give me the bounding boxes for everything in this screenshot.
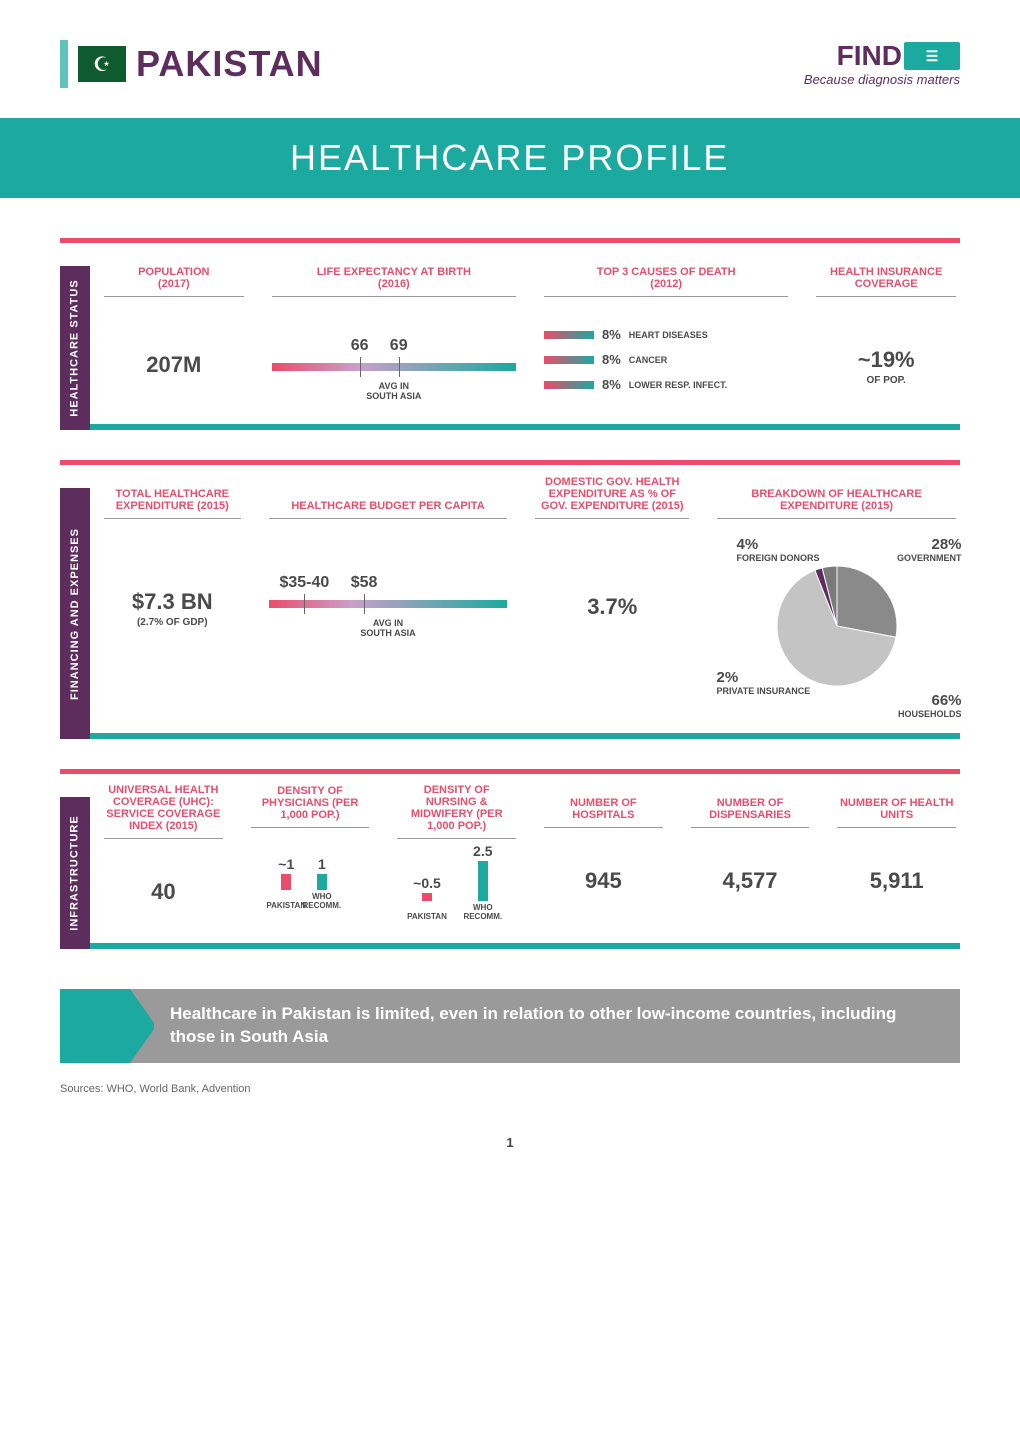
head-budget: HEALTHCARE BUDGET PER CAPITA xyxy=(269,475,508,519)
life-exp-chart: 66 69 AVG IN SOUTH ASIA xyxy=(272,337,516,397)
section-label-status: HEALTHCARE STATUS xyxy=(60,266,90,430)
life-exp-avg: 69 xyxy=(390,337,408,355)
budget-chart: $35-40 $58 AVG IN SOUTH ASIA xyxy=(269,574,508,634)
head-insurance: HEALTH INSURANCE COVERAGE xyxy=(816,253,956,297)
value-units: 5,911 xyxy=(837,868,956,894)
head-nursing: DENSITY OF NURSING & MIDWIFERY (PER 1,00… xyxy=(397,784,516,839)
head-life-exp: LIFE EXPECTANCY AT BIRTH(2016) xyxy=(272,253,516,297)
section-infra: INFRASTRUCTURE UNIVERSAL HEALTH COVERAGE… xyxy=(60,769,960,949)
head-hospitals: NUMBER OF HOSPITALS xyxy=(544,784,663,828)
head-gov-pct: DOMESTIC GOV. HEALTH EXPENDITURE AS % OF… xyxy=(535,475,689,519)
flag-icon: ☪ xyxy=(78,46,126,82)
value-total-exp: $7.3 BN (2.7% OF GDP) xyxy=(104,589,241,628)
country-name: PAKISTAN xyxy=(136,43,323,85)
header: ☪ PAKISTAN FIND ☰ Because diagnosis matt… xyxy=(60,40,960,88)
life-exp-pk: 66 xyxy=(351,337,369,355)
page-number: 1 xyxy=(60,1135,960,1150)
logo: FIND ☰ Because diagnosis matters xyxy=(804,40,960,87)
head-units: NUMBER OF HEALTH UNITS xyxy=(837,784,956,828)
value-gov-pct: 3.7% xyxy=(535,594,689,620)
section-divider-bottom xyxy=(60,424,960,430)
life-exp-avg-label: AVG IN SOUTH ASIA xyxy=(366,381,421,401)
callout: Healthcare in Pakistan is limited, even … xyxy=(60,989,960,1063)
budget-pk: $35-40 xyxy=(279,574,329,592)
head-physicians: DENSITY OF PHYSICIANS (PER 1,000 POP.) xyxy=(251,784,370,828)
page-title: HEALTHCARE PROFILE xyxy=(290,137,729,179)
value-hospitals: 945 xyxy=(544,868,663,894)
value-dispensaries: 4,577 xyxy=(691,868,810,894)
budget-avg: $58 xyxy=(351,574,378,592)
head-dispensaries: NUMBER OF DISPENSARIES xyxy=(691,784,810,828)
callout-arrow-icon xyxy=(60,989,130,1063)
death-row: 8%CANCER xyxy=(544,352,788,367)
country-block: ☪ PAKISTAN xyxy=(60,40,323,88)
logo-tagline: Because diagnosis matters xyxy=(804,72,960,87)
head-breakdown: BREAKDOWN OF HEALTHCARE EXPENDITURE (201… xyxy=(717,475,956,519)
density-nursing: ~0.5 PAKISTAN 2.5 WHO RECOMM. xyxy=(397,851,516,921)
section-status: HEALTHCARE STATUS POPULATION(2017) 207M … xyxy=(60,238,960,430)
section-financing: FINANCING AND EXPENSES TOTAL HEALTHCARE … xyxy=(60,460,960,739)
density-physicians: ~1 PAKISTAN 1 WHO RECOMM. xyxy=(251,840,370,910)
sources: Sources: WHO, World Bank, Advention xyxy=(60,1083,960,1095)
value-population: 207M xyxy=(104,352,244,378)
pie-chart: 4%FOREIGN DONORS 28%GOVERNMENT 66%HOUSEH… xyxy=(747,531,927,711)
section-divider-bottom xyxy=(60,943,960,949)
head-uhc: UNIVERSAL HEALTH COVERAGE (UHC): SERVICE… xyxy=(104,784,223,839)
budget-avg-label: AVG IN SOUTH ASIA xyxy=(360,618,415,638)
logo-text: FIND xyxy=(837,40,902,72)
value-uhc: 40 xyxy=(104,879,223,905)
deaths-list: 8%HEART DISEASES 8%CANCER 8%LOWER RESP. … xyxy=(544,327,788,392)
flag-stripe xyxy=(60,40,68,88)
section-label-financing: FINANCING AND EXPENSES xyxy=(60,488,90,739)
value-insurance: ~19% OF POP. xyxy=(816,347,956,386)
title-bar: HEALTHCARE PROFILE xyxy=(0,118,1020,198)
head-population: POPULATION(2017) xyxy=(104,253,244,297)
callout-text: Healthcare in Pakistan is limited, even … xyxy=(130,989,960,1063)
head-total-exp: TOTAL HEALTHCARE EXPENDITURE (2015) xyxy=(104,475,241,519)
section-label-infra: INFRASTRUCTURE xyxy=(60,797,90,949)
head-deaths: TOP 3 CAUSES OF DEATH(2012) xyxy=(544,253,788,297)
death-row: 8%LOWER RESP. INFECT. xyxy=(544,377,788,392)
logo-icon: ☰ xyxy=(904,42,960,70)
section-divider-bottom xyxy=(60,733,960,739)
death-row: 8%HEART DISEASES xyxy=(544,327,788,342)
